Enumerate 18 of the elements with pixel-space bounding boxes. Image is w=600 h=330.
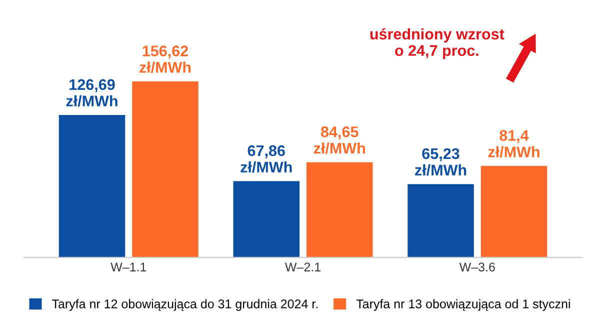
x-tick-label: W–2.1	[284, 262, 320, 272]
x-tick-label: W–1.1	[110, 262, 146, 272]
data-label: 67,86 zł/MWh	[240, 145, 292, 173]
text: uśredniony wzrost o 24,7 proc.	[370, 28, 504, 59]
x-tick-label: W–3.6	[459, 262, 495, 272]
data-label: 81,4 zł/MWh	[488, 130, 540, 158]
bar	[58, 115, 126, 258]
legend-label: Taryfa nr 12 obowiązująca do 31 grudnia 2024 r.	[52, 299, 318, 311]
bar	[132, 81, 198, 258]
data-label: 156,62 zł/MWh	[140, 46, 191, 73]
bar	[306, 162, 373, 258]
data-label: 126,69 zł/MWh	[66, 79, 118, 107]
data-label: 84,65 zł/MWh	[314, 126, 365, 154]
bar	[233, 181, 300, 258]
data-label: 65,23 zł/MWh	[415, 148, 466, 176]
bar	[408, 184, 474, 258]
bar	[480, 166, 548, 258]
legend-label: Taryfa nr 13 obowiązująca od 1 styczni	[356, 299, 570, 311]
